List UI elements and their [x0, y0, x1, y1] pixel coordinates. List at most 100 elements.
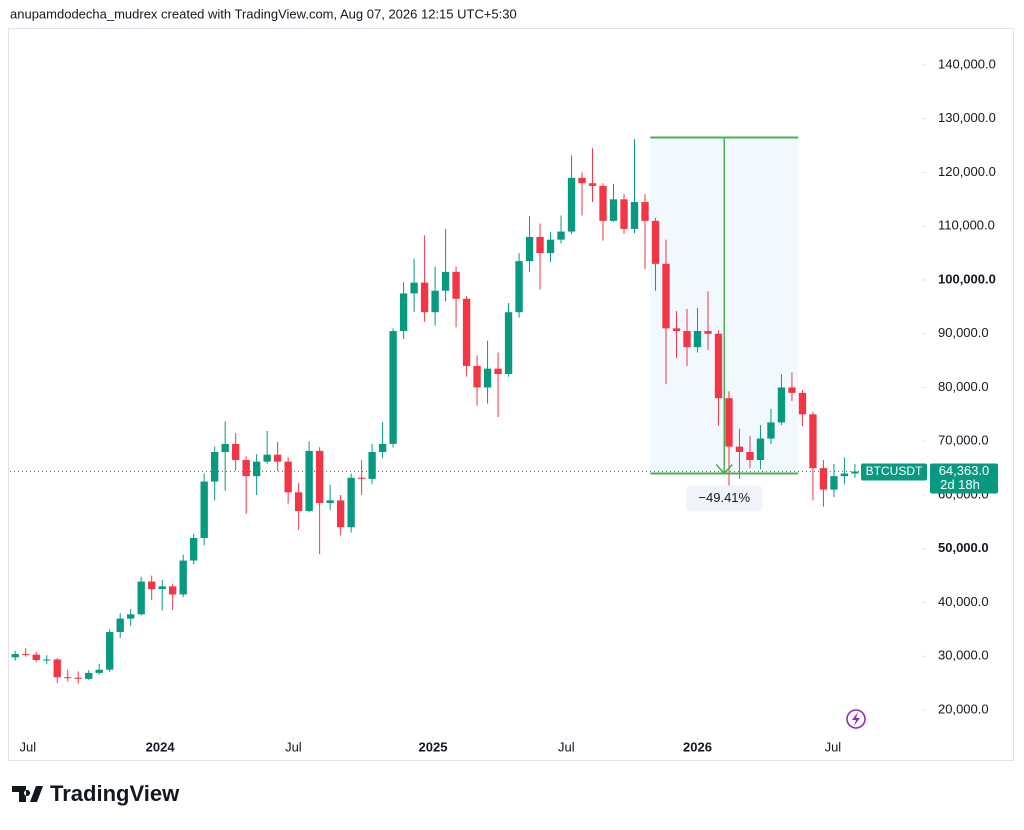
candle-body [32, 654, 40, 661]
candle-body [840, 473, 849, 477]
candle-body [294, 492, 303, 512]
header: anupamdodecha_mudrex created with Tradin… [10, 6, 517, 21]
candle-body [315, 450, 324, 504]
candle-body [389, 331, 397, 444]
candle-body [567, 177, 576, 232]
candle-body [357, 477, 366, 479]
y-tick-label: 80,000.0 [938, 379, 989, 394]
y-tick-label: 30,000.0 [938, 648, 989, 663]
lightning-icon [846, 709, 866, 729]
candle-body [169, 586, 177, 595]
candle-body [651, 220, 660, 264]
candle-body [441, 271, 450, 291]
plot-area [11, 136, 859, 684]
candle-body [242, 460, 250, 477]
candle-body [515, 261, 523, 313]
x-tick-label: 2025 [419, 739, 448, 754]
candle-body [735, 446, 744, 452]
y-tick-label: 50,000.0 [938, 540, 989, 555]
candle-body [672, 328, 681, 332]
x-tick-label: Jul [285, 739, 302, 754]
candle-body [756, 438, 765, 461]
price-tag-label: 64,363.0 [939, 463, 990, 478]
y-tick-label: 130,000.0 [938, 110, 996, 125]
candle-body [263, 454, 271, 462]
candle-body [830, 476, 838, 490]
candle-body [64, 677, 72, 679]
candle-body [536, 236, 544, 254]
price-tag [930, 463, 998, 494]
candle-body [11, 654, 19, 658]
candle-body [190, 537, 198, 561]
candle-body [630, 202, 639, 229]
candle-body [620, 199, 628, 229]
y-tick-label: 40,000.0 [938, 594, 989, 609]
candle-body [137, 581, 145, 615]
candle-body [641, 202, 649, 221]
candle-body [777, 387, 786, 423]
candle-body [179, 560, 187, 595]
candle-body [609, 199, 618, 221]
candle-body [431, 290, 439, 313]
candle-body [336, 500, 345, 528]
candle-body [148, 581, 156, 590]
candle-body [85, 672, 93, 679]
candle-body [557, 231, 565, 240]
candle-body [106, 632, 114, 670]
candle-body [210, 451, 219, 482]
symbol-tag-label: BTCUSDT [866, 464, 923, 478]
candle-body [819, 468, 828, 490]
y-tick-label: 110,000.0 [938, 218, 995, 233]
candle-body [43, 659, 51, 661]
candle-body [158, 586, 166, 590]
x-tick-label: Jul [558, 739, 575, 754]
logo: TradingView [12, 781, 180, 806]
candle-body [368, 451, 376, 479]
candle-body [483, 368, 492, 388]
footer-brand: TradingView [50, 781, 180, 806]
candle-body [546, 239, 555, 254]
candle-body [420, 282, 429, 313]
symbol-tag [861, 463, 927, 481]
candle-body [284, 461, 292, 493]
y-tick-label: 100,000.0 [938, 271, 996, 286]
candle-body [22, 654, 30, 656]
candle-body [347, 477, 355, 528]
candle-body [252, 461, 261, 477]
y-tick-label: 90,000.0 [938, 325, 989, 340]
measure-label-box [686, 485, 763, 512]
candle-body [200, 481, 208, 538]
candle-body [578, 177, 586, 184]
measure-label: −49.41% [698, 490, 750, 505]
candle-body [714, 333, 723, 399]
candle-body [767, 422, 775, 439]
y-tick-label: 20,000.0 [938, 701, 989, 716]
x-tick-label: Jul [825, 739, 842, 754]
candle-body [473, 365, 481, 388]
y-tick-label: 140,000.0 [938, 56, 996, 71]
candle-body [273, 454, 282, 462]
x-tick-label: 2024 [146, 739, 176, 754]
x-tick-label: 2026 [683, 739, 712, 754]
candle-body [746, 451, 754, 461]
candle-body [788, 387, 796, 393]
candle-body [305, 450, 313, 512]
candle-body [378, 443, 387, 452]
chart-frame [8, 28, 1014, 761]
candle-body [851, 471, 859, 474]
candle-body [410, 282, 418, 294]
candle-body [326, 500, 334, 504]
candle-body [525, 236, 534, 262]
countdown: 2d 18h [940, 477, 980, 492]
candle-body [399, 293, 408, 332]
candle-body [53, 659, 61, 678]
candle-body [95, 669, 103, 673]
candle-body [809, 414, 817, 469]
candle-body [462, 298, 471, 366]
candle-body [662, 263, 670, 329]
candle-body [452, 271, 460, 299]
y-tick-label: 70,000.0 [938, 433, 989, 448]
candle-body [504, 312, 513, 375]
